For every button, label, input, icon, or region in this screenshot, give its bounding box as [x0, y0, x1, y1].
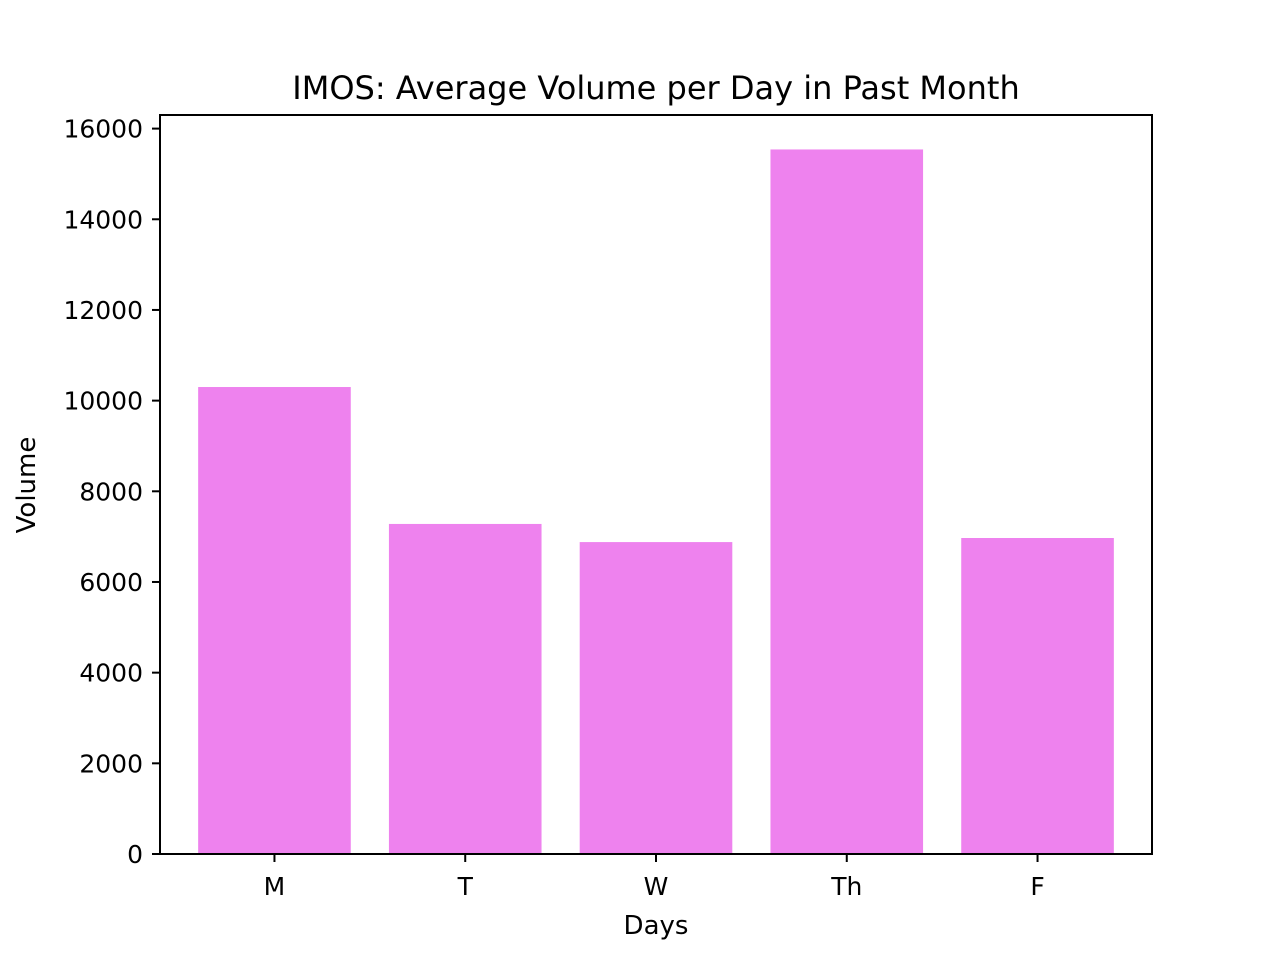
x-tick-label: F: [1030, 872, 1044, 901]
y-tick-label: 6000: [79, 568, 143, 597]
x-tick-label: T: [457, 872, 474, 901]
bars-group: [198, 149, 1114, 855]
bar-w: [579, 542, 733, 854]
y-tick-label: 10000: [63, 387, 143, 416]
bar-th: [770, 149, 924, 855]
bar-t: [388, 523, 542, 854]
bar-f: [961, 537, 1114, 854]
y-axis-ticks: 0 2000 4000 6000 8000 10000 12000 14000 16000: [63, 115, 160, 869]
y-tick-label: 12000: [63, 296, 143, 325]
y-tick-label: 16000: [63, 115, 143, 144]
x-tick-label: Th: [830, 872, 862, 901]
y-tick-label: 14000: [63, 205, 143, 234]
x-axis-label: Days: [624, 911, 689, 941]
y-tick-label: 2000: [79, 749, 143, 778]
y-axis-label: Volume: [12, 437, 42, 534]
y-tick-label: 4000: [79, 659, 143, 688]
bar-m: [198, 387, 351, 854]
y-tick-label: 0: [127, 840, 143, 869]
chart-title: IMOS: Average Volume per Day in Past Mon…: [292, 69, 1019, 107]
x-tick-label: M: [264, 872, 286, 901]
plot-area-frame: [159, 114, 1153, 855]
x-axis-ticks: M T W Th F: [264, 854, 1045, 901]
y-tick-label: 8000: [79, 477, 143, 506]
x-tick-label: W: [644, 872, 669, 901]
